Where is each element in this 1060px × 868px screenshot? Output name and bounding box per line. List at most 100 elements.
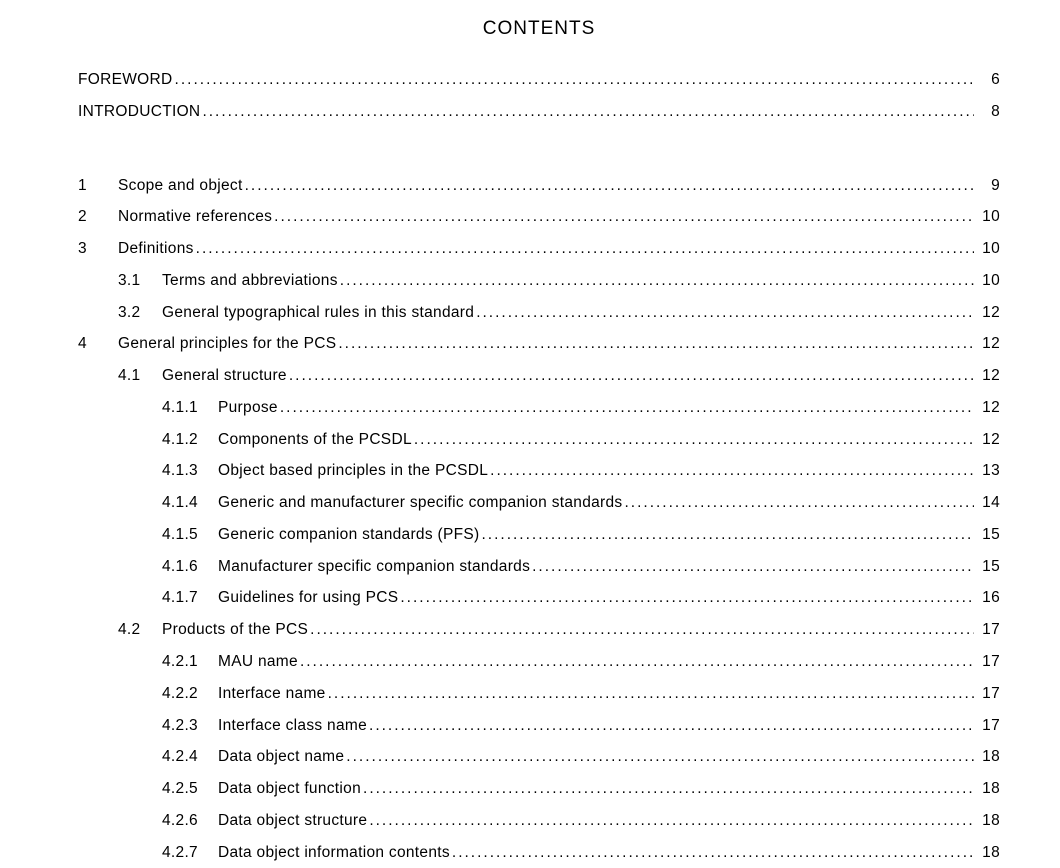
toc-entry: 4.1.7Guidelines for using PCS16: [78, 582, 1000, 614]
toc-dot-leader: [369, 710, 974, 742]
toc-entry-number: 4.1.4: [162, 487, 218, 519]
toc-entry-number: 4.2.4: [162, 741, 218, 773]
toc-entry-label: Terms and abbreviations: [162, 265, 338, 297]
toc-entry-page: 10: [976, 201, 1000, 233]
toc-dot-leader: [490, 455, 974, 487]
toc-entry-number: 4.2.1: [162, 646, 218, 678]
toc-entry-page: 17: [976, 678, 1000, 710]
toc-dot-leader: [175, 64, 974, 96]
toc-entry: 4.1General structure12: [78, 360, 1000, 392]
toc-dot-leader: [196, 233, 974, 265]
toc-entry-label: Products of the PCS: [162, 614, 308, 646]
toc-entry: 4.2.2Interface name 17: [78, 678, 1000, 710]
toc-entry-label: General principles for the PCS: [118, 328, 336, 360]
toc-entry-number: 4.1.2: [162, 424, 218, 456]
toc-entry-page: 13: [976, 455, 1000, 487]
toc-entry-label: MAU name: [218, 646, 298, 678]
toc-body: 1Scope and object92Normative references1…: [78, 170, 1000, 868]
toc-dot-leader: [245, 170, 974, 202]
toc-dot-leader: [310, 614, 974, 646]
toc-dot-leader: [452, 837, 974, 868]
page-title: CONTENTS: [78, 18, 1000, 40]
toc-entry-label: Scope and object: [118, 170, 243, 202]
toc-entry: 3Definitions10: [78, 233, 1000, 265]
toc-entry-page: 18: [976, 741, 1000, 773]
toc-dot-leader: [369, 805, 974, 837]
toc-dot-leader: [338, 328, 974, 360]
toc-entry-label: Guidelines for using PCS: [218, 582, 398, 614]
toc-entry-label: Object based principles in the PCSDL: [218, 455, 488, 487]
toc-entry-page: 18: [976, 837, 1000, 868]
toc-entry-page: 9: [976, 170, 1000, 202]
toc-entry-label: General structure: [162, 360, 287, 392]
toc-entry: 4General principles for the PCS 12: [78, 328, 1000, 360]
toc-entry-page: 17: [976, 710, 1000, 742]
toc-entry-number: 4: [78, 328, 118, 360]
toc-dot-leader: [363, 773, 974, 805]
toc-entry: 4.2.4Data object name18: [78, 741, 1000, 773]
toc-entry-number: 4.2.2: [162, 678, 218, 710]
toc-front-matter: FOREWORD6INTRODUCTION 8: [78, 64, 1000, 128]
toc-entry-number: 4.2.6: [162, 805, 218, 837]
toc-entry-page: 12: [976, 297, 1000, 329]
toc-entry: 4.2.3Interface class name17: [78, 710, 1000, 742]
toc-entry-page: 10: [976, 265, 1000, 297]
toc-entry-number: 4.1.3: [162, 455, 218, 487]
toc-entry: 1Scope and object9: [78, 170, 1000, 202]
toc-entry: 3.1Terms and abbreviations 10: [78, 265, 1000, 297]
toc-entry: 4.2.1MAU name17: [78, 646, 1000, 678]
toc-entry-number: 4.2.5: [162, 773, 218, 805]
toc-entry: 4.1.2Components of the PCSDL 12: [78, 424, 1000, 456]
toc-dot-leader: [274, 201, 974, 233]
toc-entry-label: Interface class name: [218, 710, 367, 742]
toc-entry-page: 12: [976, 360, 1000, 392]
toc-entry-page: 16: [976, 582, 1000, 614]
toc-entry: 4.2.7Data object information contents18: [78, 837, 1000, 868]
toc-entry-label: Purpose: [218, 392, 278, 424]
toc-entry-number: 2: [78, 201, 118, 233]
toc-entry: 4.1.5Generic companion standards (PFS) 15: [78, 519, 1000, 551]
toc-entry-page: 18: [976, 773, 1000, 805]
toc-entry-page: 12: [976, 424, 1000, 456]
toc-entry-page: 8: [976, 96, 1000, 128]
toc-entry-label: Generic companion standards (PFS): [218, 519, 479, 551]
toc-entry-number: 4.1.5: [162, 519, 218, 551]
toc-dot-leader: [328, 678, 974, 710]
toc-entry: 2Normative references 10: [78, 201, 1000, 233]
toc-entry-label: INTRODUCTION: [78, 96, 200, 128]
toc-dot-leader: [532, 551, 974, 583]
toc-entry: FOREWORD6: [78, 64, 1000, 96]
toc-entry-label: Data object function: [218, 773, 361, 805]
toc-entry: 4.2Products of the PCS17: [78, 614, 1000, 646]
toc-entry-page: 12: [976, 328, 1000, 360]
toc-entry: 4.1.1Purpose12: [78, 392, 1000, 424]
toc-entry-label: Interface name: [218, 678, 326, 710]
toc-entry: 4.1.6Manufacturer specific companion sta…: [78, 551, 1000, 583]
toc-entry: 3.2General typographical rules in this s…: [78, 297, 1000, 329]
toc-entry-number: 3: [78, 233, 118, 265]
toc-entry-label: Manufacturer specific companion standard…: [218, 551, 530, 583]
toc-entry: 4.2.6Data object structure 18: [78, 805, 1000, 837]
toc-entry-label: Data object structure: [218, 805, 367, 837]
toc-dot-leader: [346, 741, 974, 773]
toc-dot-leader: [414, 424, 974, 456]
toc-entry-page: 10: [976, 233, 1000, 265]
toc-dot-leader: [400, 582, 974, 614]
toc-entry-number: 3.1: [118, 265, 162, 297]
toc-dot-leader: [202, 96, 974, 128]
toc-entry-page: 14: [976, 487, 1000, 519]
toc-entry: 4.1.3Object based principles in the PCSD…: [78, 455, 1000, 487]
toc-entry-label: Normative references: [118, 201, 272, 233]
toc-entry: 4.2.5Data object function 18: [78, 773, 1000, 805]
toc-dot-leader: [481, 519, 974, 551]
toc-dot-leader: [476, 297, 974, 329]
toc-entry-page: 18: [976, 805, 1000, 837]
toc-entry-label: Generic and manufacturer specific compan…: [218, 487, 622, 519]
toc-entry-label: Components of the PCSDL: [218, 424, 412, 456]
toc-entry-page: 15: [976, 519, 1000, 551]
toc-dot-leader: [624, 487, 974, 519]
toc-entry-page: 12: [976, 392, 1000, 424]
toc-dot-leader: [289, 360, 974, 392]
toc-entry-label: General typographical rules in this stan…: [162, 297, 474, 329]
toc-entry-page: 15: [976, 551, 1000, 583]
